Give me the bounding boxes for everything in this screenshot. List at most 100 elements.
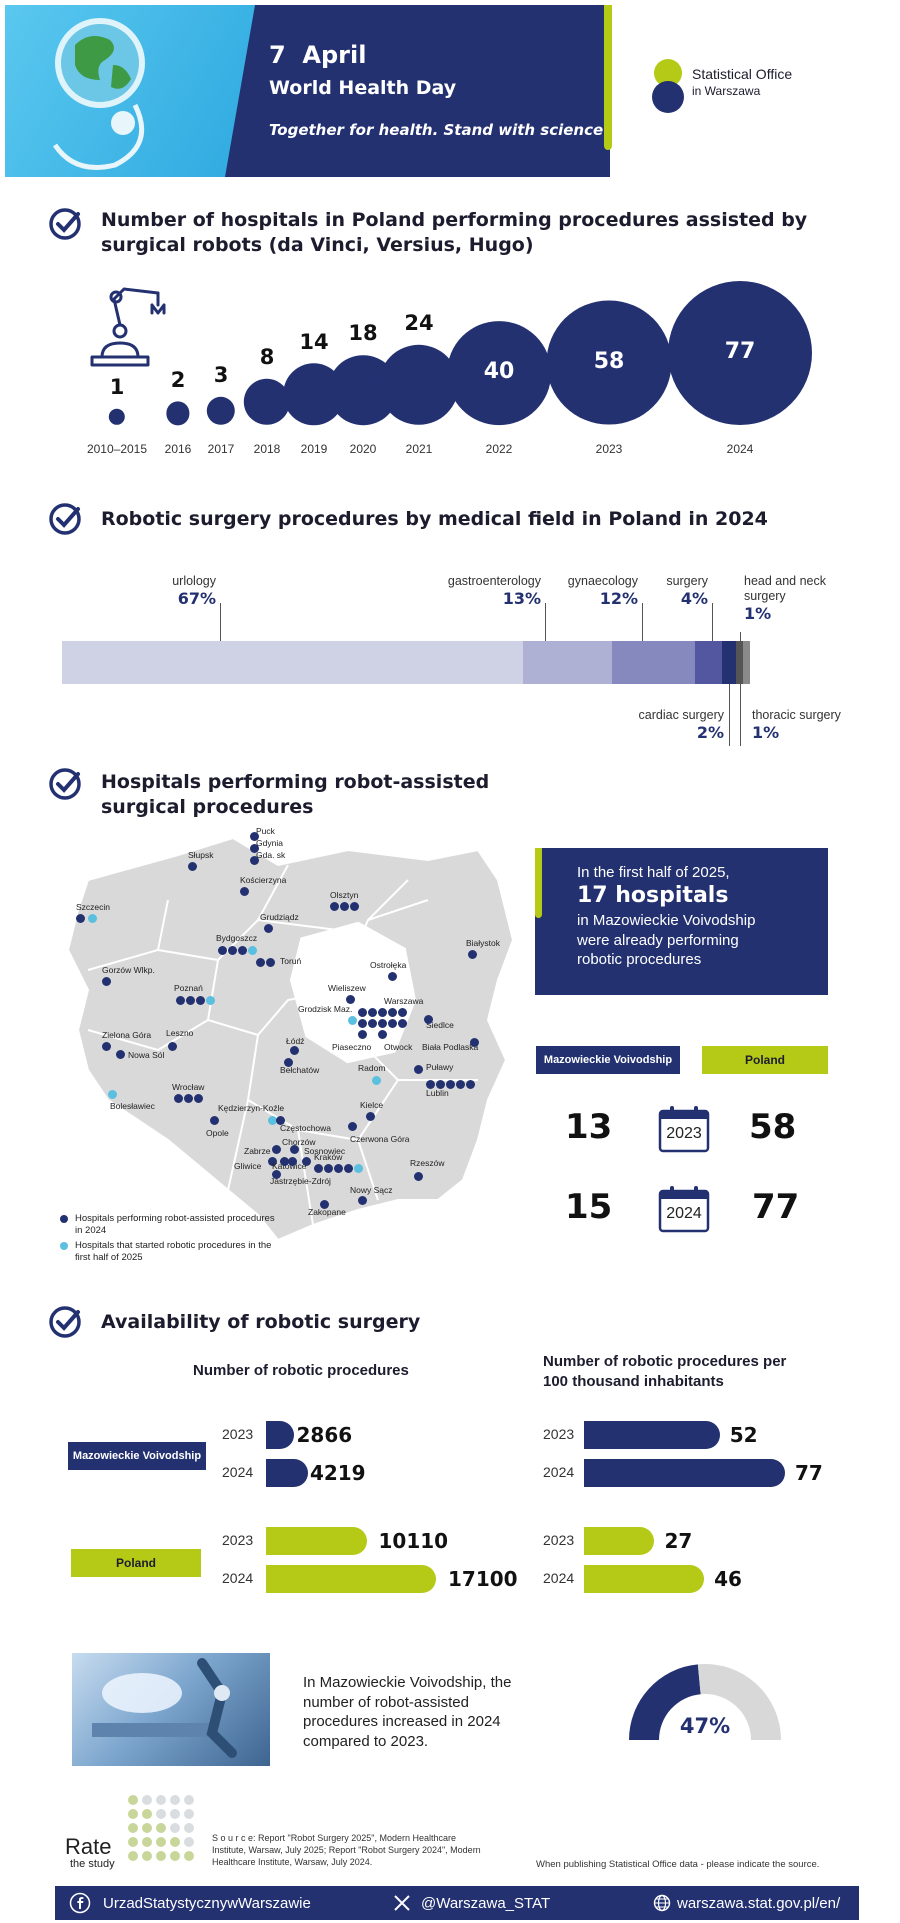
globe-icon bbox=[653, 1894, 671, 1912]
map-city-label: Kielce bbox=[360, 1100, 384, 1110]
hospital-dot bbox=[388, 972, 397, 981]
compare-right-label: Poland bbox=[702, 1046, 828, 1074]
map-city-label: Zielona Góra bbox=[102, 1030, 152, 1040]
bar-year-label: 2023 bbox=[222, 1532, 254, 1548]
hospital-dot bbox=[340, 902, 349, 911]
stacked-bar-segment bbox=[736, 641, 744, 684]
procedures-bar bbox=[266, 1565, 436, 1593]
map-city-label: Bydgoszcz bbox=[216, 933, 258, 943]
bubble-year-label: 2020 bbox=[349, 442, 377, 456]
per100k-bar bbox=[584, 1565, 705, 1593]
checkmark-icon bbox=[49, 768, 81, 800]
map-city-label: Opole bbox=[206, 1128, 229, 1138]
rate-study-link[interactable]: Rate the study bbox=[65, 1792, 205, 1870]
hospital-dot bbox=[426, 1080, 435, 1089]
rate-label: Rate bbox=[65, 1834, 112, 1859]
map-city-label: Białystok bbox=[466, 938, 501, 948]
hospital-dot bbox=[358, 1196, 367, 1205]
checkmark-icon bbox=[49, 208, 81, 240]
hospital-dot bbox=[276, 1116, 285, 1125]
hospital-bubble bbox=[166, 401, 190, 425]
compare-left-label: Mazowieckie Voivodship bbox=[536, 1046, 680, 1074]
new-hospital-dot bbox=[268, 1116, 277, 1125]
map-city-label: Jastrzębie-Zdrój bbox=[270, 1176, 331, 1186]
stacked-bar-segment bbox=[62, 641, 523, 684]
map-city-label: Szczecin bbox=[76, 902, 111, 912]
compare-right-2023: 58 bbox=[749, 1107, 797, 1147]
map-city-label: Grodzisk Maz. bbox=[298, 1004, 353, 1014]
hospital-bubble bbox=[378, 344, 460, 425]
map-city-label: Toruń bbox=[280, 956, 302, 966]
info-box: In the first half of 2025, 17 hospitals … bbox=[535, 848, 828, 995]
hospital-dot bbox=[320, 1200, 329, 1209]
twitter-link[interactable]: @Warszawa_STAT bbox=[393, 1892, 550, 1914]
growth-gauge: 47% bbox=[625, 1660, 785, 1745]
new-hospital-dot bbox=[108, 1090, 117, 1099]
map-city-label: Czerwona Góra bbox=[350, 1134, 410, 1144]
bar-year-label: 2023 bbox=[222, 1426, 254, 1442]
hospital-dot bbox=[256, 958, 265, 967]
website-url: warszawa.stat.gov.pl/en/ bbox=[677, 1894, 841, 1912]
hospital-dot bbox=[250, 844, 259, 853]
hospital-dot bbox=[414, 1065, 423, 1074]
hospital-dot bbox=[414, 1172, 423, 1181]
stacked-bar-segment bbox=[722, 641, 737, 684]
map-city-label: Piaseczno bbox=[332, 1042, 372, 1052]
field-label: gastroenterology 13% bbox=[448, 574, 541, 608]
hospital-dot bbox=[194, 1094, 203, 1103]
stacked-bar-segment bbox=[522, 641, 613, 684]
map-city-label: Olsztyn bbox=[330, 890, 359, 900]
operating-room-image bbox=[72, 1653, 270, 1766]
series-label-mazowieckie: Mazowieckie Voivodship bbox=[68, 1442, 206, 1470]
hospital-dot bbox=[290, 1046, 299, 1055]
field-name: thoracic surgery bbox=[752, 708, 841, 722]
bar-year-label: 2024 bbox=[543, 1570, 575, 1586]
hospital-dot bbox=[284, 1058, 293, 1067]
surgical-robot-icon bbox=[90, 287, 166, 367]
field-name: urlology bbox=[172, 574, 216, 588]
bubble-value-label: 2 bbox=[170, 367, 186, 392]
hospital-bubble bbox=[108, 408, 126, 425]
map-city-label: Poznań bbox=[174, 983, 203, 993]
field-percent: 4% bbox=[680, 589, 708, 608]
legend-navy-text: Hospitals performing robot-assisted proc… bbox=[75, 1213, 275, 1237]
new-hospital-dot bbox=[248, 946, 257, 955]
hospital-dot bbox=[368, 1019, 377, 1028]
rate-sublabel: the study bbox=[70, 1858, 115, 1870]
map-city-label: Gliwice bbox=[234, 1161, 262, 1171]
procedures-value-label: 4219 bbox=[309, 1461, 366, 1485]
hospital-dot bbox=[358, 1030, 367, 1039]
checkmark-icon bbox=[49, 503, 81, 535]
per100k-value-label: 46 bbox=[714, 1567, 742, 1591]
hospital-dot bbox=[196, 996, 205, 1005]
map-city-label: Nowy Sącz bbox=[350, 1185, 393, 1195]
calendar-year-2024: 2024 bbox=[666, 1205, 702, 1222]
hospital-dot bbox=[250, 832, 259, 841]
info-box-accent bbox=[535, 848, 542, 918]
map-city-label: Kościerzyna bbox=[240, 875, 287, 885]
gauge-filled-arc bbox=[629, 1664, 701, 1740]
leader-line bbox=[545, 603, 546, 641]
facebook-link[interactable]: UrzadStatystycznywWarszawie bbox=[69, 1892, 311, 1914]
hospital-dot bbox=[102, 977, 111, 986]
legend-light-dot bbox=[60, 1242, 68, 1250]
hospital-dot bbox=[264, 924, 273, 933]
calendar-icon: 2023 bbox=[658, 1105, 710, 1153]
hospital-dot bbox=[468, 950, 477, 959]
growth-text: In Mazowieckie Voivodship, the number of… bbox=[303, 1674, 512, 1750]
hospital-dot bbox=[344, 1164, 353, 1173]
hospital-dot bbox=[470, 1038, 479, 1047]
bubble-value-label: 40 bbox=[483, 359, 515, 385]
website-link[interactable]: warszawa.stat.gov.pl/en/ bbox=[653, 1892, 840, 1914]
field-name: gynaecology bbox=[567, 574, 638, 588]
map-city-label: Grudziądz bbox=[260, 912, 299, 922]
bubble-year-label: 2023 bbox=[595, 442, 623, 456]
field-label: surgery 4% bbox=[666, 574, 708, 608]
bubble-year-label: 2019 bbox=[300, 442, 328, 456]
hospital-dot bbox=[446, 1080, 455, 1089]
map-city-label: Katowice bbox=[272, 1161, 307, 1171]
footer-bar: UrzadStatystycznywWarszawie @Warszawa_ST… bbox=[55, 1886, 859, 1920]
star-rating-icon bbox=[128, 1795, 194, 1861]
compare-right-2024: 77 bbox=[752, 1187, 800, 1227]
per100k-chart-title: Number of robotic procedures per 100 tho… bbox=[543, 1353, 787, 1390]
